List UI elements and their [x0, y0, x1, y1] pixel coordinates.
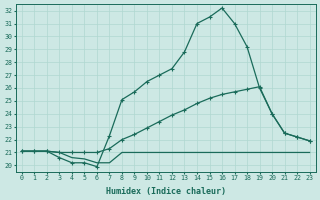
X-axis label: Humidex (Indice chaleur): Humidex (Indice chaleur) — [106, 187, 226, 196]
